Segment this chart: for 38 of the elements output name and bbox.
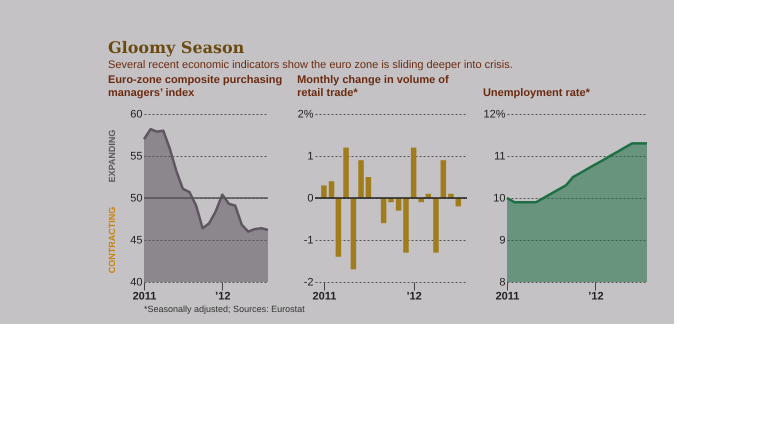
- y-tick-label: 50: [130, 192, 142, 204]
- x-tick-label: ’12: [215, 290, 230, 302]
- y-tick-label: 10: [493, 192, 506, 204]
- text: *Seasonally adjusted; Sources: Eurostat: [144, 304, 306, 314]
- y-tick-label: 40: [130, 276, 142, 288]
- chart-title: Unemployment rate*: [482, 87, 591, 99]
- text: Gloomy Season: [108, 38, 245, 57]
- text: CONTRACTING: [107, 206, 117, 274]
- x-tick-label: 2011: [496, 290, 520, 302]
- y-tick-label: 60: [130, 108, 142, 120]
- y-tick-label: 9: [499, 234, 506, 246]
- y-tick-label: -1: [304, 234, 314, 246]
- x-tick-label: 2011: [312, 290, 336, 302]
- bar: [328, 181, 334, 198]
- bar: [410, 148, 416, 198]
- bar: [343, 148, 349, 198]
- text: Several recent economic indicators show the euro zone is sliding deeper into crisis.: [108, 59, 513, 71]
- bar: [321, 185, 327, 198]
- y-tick-label: 1: [307, 150, 314, 162]
- y-tick-label: 12%: [483, 108, 506, 120]
- bar: [350, 198, 356, 270]
- y-tick-label: 8: [499, 276, 506, 288]
- y-tick-label: 2%: [298, 108, 314, 120]
- x-tick-label: 2011: [132, 290, 156, 302]
- bar: [440, 160, 446, 198]
- bar: [336, 198, 342, 257]
- bar: [380, 198, 386, 224]
- text: EXPANDING: [107, 130, 117, 182]
- chart-title: Monthly change in volume of retail trade*: [297, 74, 449, 99]
- bar: [433, 198, 439, 253]
- y-tick-label: 11: [494, 150, 506, 162]
- chart-title: Euro-zone composite purchasing managers’ index: [108, 74, 282, 99]
- x-tick-label: ’12: [406, 290, 422, 302]
- y-tick-label: 0: [307, 192, 314, 204]
- y-tick-label: 45: [130, 234, 142, 246]
- y-tick-label: -2: [304, 276, 314, 288]
- x-tick-label: ’12: [588, 290, 604, 302]
- y-tick-label: 55: [130, 150, 142, 162]
